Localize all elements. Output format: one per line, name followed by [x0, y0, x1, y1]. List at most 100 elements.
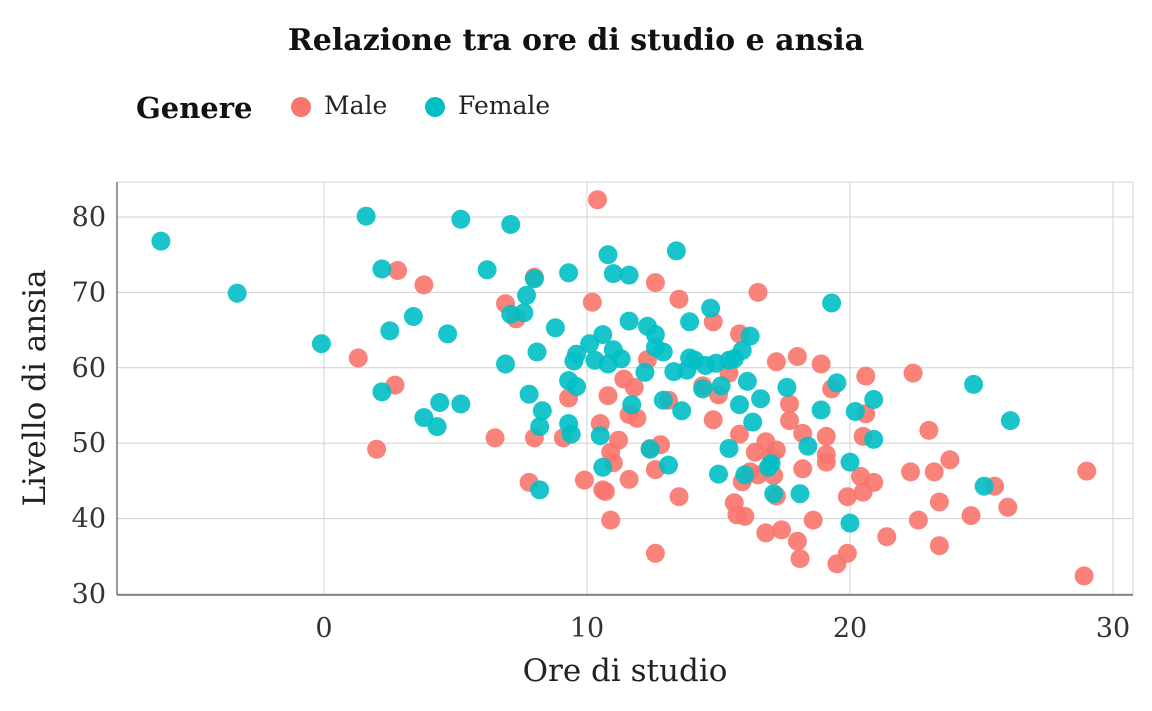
point-female [864, 429, 884, 449]
point-male [601, 510, 621, 530]
point-male [669, 289, 689, 309]
point-female [598, 245, 618, 265]
y-tick-label-80: 80 [72, 202, 106, 233]
point-female [737, 371, 757, 391]
x-axis-label: Ore di studio [523, 653, 728, 689]
point-male [816, 452, 836, 472]
point-female [496, 354, 515, 374]
point-female [640, 439, 660, 459]
point-female [603, 264, 623, 284]
point-female [530, 417, 550, 437]
point-male [929, 492, 949, 512]
point-female [974, 476, 994, 496]
data-points [151, 190, 1097, 586]
point-male [929, 536, 949, 556]
legend-key-male [291, 97, 311, 117]
point-female [798, 436, 818, 456]
point-female [532, 401, 552, 421]
point-female [672, 401, 692, 421]
point-female [619, 265, 639, 285]
point-male [780, 411, 799, 431]
point-female [653, 342, 673, 362]
point-female [524, 269, 544, 289]
point-female [567, 377, 586, 397]
point-male [574, 470, 594, 490]
point-female [751, 389, 771, 409]
point-female [822, 293, 842, 313]
point-male [877, 527, 897, 547]
legend: Genere Male Female [136, 91, 550, 125]
point-female [964, 374, 984, 394]
point-female [372, 382, 392, 402]
point-female [790, 484, 810, 504]
point-female [514, 303, 534, 323]
point-male [485, 428, 505, 448]
point-male [598, 386, 618, 406]
y-tick-label-70: 70 [72, 277, 106, 308]
point-male [735, 506, 755, 526]
point-male [901, 462, 920, 482]
point-female [811, 400, 831, 420]
point-male [940, 450, 960, 470]
point-male [367, 439, 387, 459]
point-female [680, 312, 700, 332]
point-male [998, 497, 1018, 517]
x-tick-label-0: 0 [315, 613, 332, 644]
point-male [414, 275, 434, 295]
point-female [732, 341, 752, 360]
legend-key-female [425, 97, 445, 117]
point-male [748, 282, 768, 302]
legend-label-male: Male [324, 91, 387, 120]
point-male [703, 410, 723, 430]
point-female [593, 457, 613, 477]
point-female [709, 464, 728, 484]
y-tick-label-50: 50 [72, 428, 106, 459]
point-female [590, 426, 610, 446]
point-male [582, 292, 602, 312]
point-male [388, 261, 408, 280]
point-female [559, 263, 579, 283]
chart-title: Relazione tra ore di studio e ansia [288, 23, 864, 58]
point-male [837, 487, 857, 507]
axes [116, 182, 1133, 596]
point-female [567, 344, 586, 364]
point-male [790, 549, 810, 569]
point-female [840, 513, 860, 533]
point-female [580, 334, 600, 354]
point-female [519, 384, 539, 404]
point-female [827, 373, 847, 393]
point-female [622, 395, 642, 415]
point-male [903, 363, 923, 383]
point-female [527, 342, 547, 362]
x-tick-label-10: 10 [570, 613, 604, 644]
point-female [730, 395, 749, 415]
tick-labels: 0 10 20 30 30 40 50 60 70 80 [72, 202, 1131, 644]
point-male [811, 354, 831, 374]
point-female [438, 324, 458, 344]
point-female [761, 454, 781, 474]
point-female [711, 376, 731, 396]
point-male [793, 459, 813, 479]
point-female [501, 215, 521, 234]
point-male [730, 424, 749, 444]
point-female [740, 326, 760, 346]
point-female [743, 412, 763, 432]
point-female [840, 452, 860, 472]
y-axis-label: Livello di ansia [17, 269, 53, 506]
point-male [1074, 566, 1094, 586]
point-female [403, 307, 423, 326]
point-male [961, 506, 981, 526]
point-male [924, 462, 944, 482]
point-male [595, 482, 615, 501]
point-female [151, 231, 171, 251]
point-male [619, 469, 639, 489]
point-female [517, 285, 536, 305]
point-female [451, 394, 471, 414]
point-female [1000, 411, 1020, 431]
y-tick-label-30: 30 [72, 579, 106, 610]
point-male [787, 531, 807, 551]
point-male [1077, 461, 1097, 481]
point-female [764, 484, 784, 504]
point-male [645, 273, 665, 293]
point-female [477, 260, 497, 280]
